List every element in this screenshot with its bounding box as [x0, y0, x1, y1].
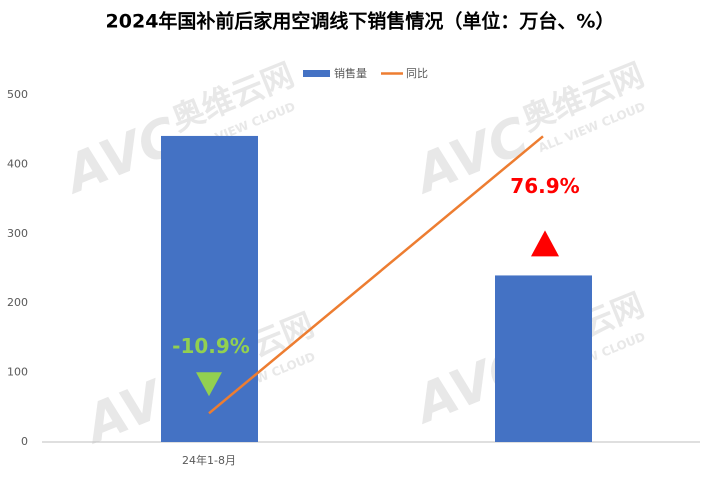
- y-tick-label: 300: [7, 227, 28, 240]
- bar: [495, 275, 592, 442]
- y-tick-label: 400: [7, 157, 28, 170]
- y-tick-label: 500: [7, 88, 28, 101]
- data-label: -10.9%: [172, 334, 250, 358]
- data-label: 76.9%: [510, 174, 579, 198]
- legend-swatch: [303, 70, 330, 77]
- trend-arrow: [531, 230, 559, 257]
- bar: [161, 135, 258, 443]
- y-tick-label: 200: [7, 296, 28, 309]
- chart-title: 2024年国补前后家用空调线下销售情况（单位：万台、%）: [106, 10, 615, 33]
- y-tick-label: 100: [7, 366, 28, 379]
- trend-arrow: [196, 372, 222, 397]
- legend-label: 同比: [406, 67, 428, 80]
- line: [208, 135, 544, 415]
- x-tick-label: 24年1-8月: [182, 453, 236, 467]
- y-tick-label: 0: [21, 435, 28, 448]
- legend-label: 销售量: [334, 66, 367, 80]
